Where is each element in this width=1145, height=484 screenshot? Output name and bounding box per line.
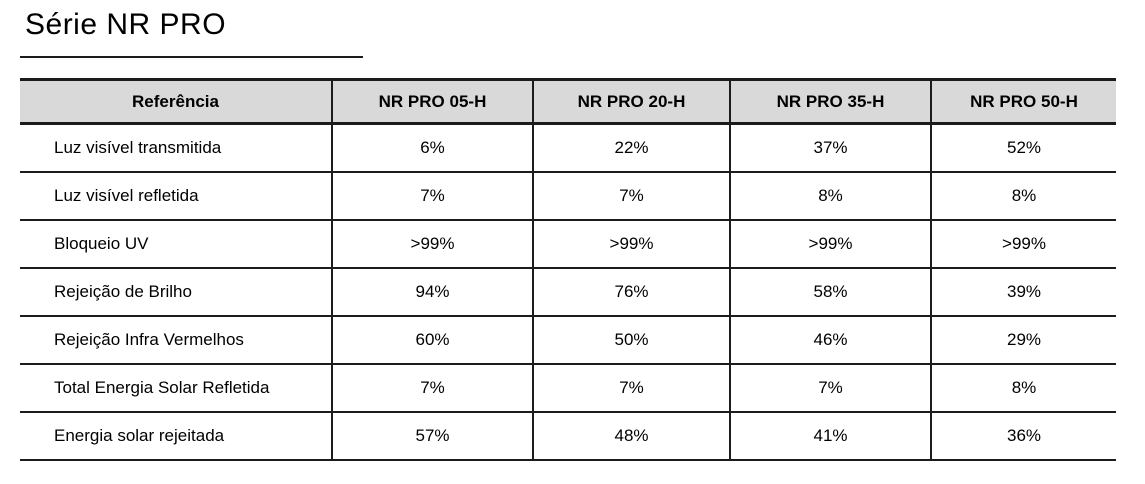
cell-value: 57% [331, 412, 533, 461]
cell-value: 29% [930, 316, 1116, 365]
table-row: Rejeição Infra Vermelhos 60% 50% 46% 29% [20, 316, 1116, 365]
spec-table: Referência NR PRO 05-H NR PRO 20-H NR PR… [20, 78, 1116, 461]
cell-value: 94% [331, 268, 533, 317]
cell-value: 52% [930, 123, 1116, 173]
cell-value: 8% [930, 172, 1116, 221]
cell-value: 36% [930, 412, 1116, 461]
cell-value: >99% [930, 220, 1116, 269]
row-label: Luz visível refletida [20, 172, 332, 221]
cell-value: >99% [532, 220, 730, 269]
row-label: Energia solar rejeitada [20, 412, 332, 461]
table-row: Energia solar rejeitada 57% 48% 41% 36% [20, 412, 1116, 461]
table-row: Luz visível refletida 7% 7% 8% 8% [20, 172, 1116, 221]
table-row: Luz visível transmitida 6% 22% 37% 52% [20, 123, 1116, 173]
column-header-nrpro20h: NR PRO 20-H [532, 78, 730, 125]
cell-value: 60% [331, 316, 533, 365]
cell-value: 8% [729, 172, 931, 221]
cell-value: 37% [729, 123, 931, 173]
column-header-nrpro05h: NR PRO 05-H [331, 78, 533, 125]
cell-value: 7% [532, 364, 730, 413]
row-label: Luz visível transmitida [20, 123, 332, 173]
table-row: Rejeição de Brilho 94% 76% 58% 39% [20, 268, 1116, 317]
table-header-row: Referência NR PRO 05-H NR PRO 20-H NR PR… [20, 78, 1116, 125]
cell-value: >99% [331, 220, 533, 269]
cell-value: 48% [532, 412, 730, 461]
cell-value: 46% [729, 316, 931, 365]
cell-value: 76% [532, 268, 730, 317]
column-header-nrpro35h: NR PRO 35-H [729, 78, 931, 125]
cell-value: 7% [532, 172, 730, 221]
table-row: Bloqueio UV >99% >99% >99% >99% [20, 220, 1116, 269]
title-underline [20, 56, 363, 58]
cell-value: 58% [729, 268, 931, 317]
cell-value: 39% [930, 268, 1116, 317]
row-label: Total Energia Solar Refletida [20, 364, 332, 413]
cell-value: >99% [729, 220, 931, 269]
column-header-referencia: Referência [20, 78, 332, 125]
column-header-nrpro50h: NR PRO 50-H [930, 78, 1116, 125]
table-row: Total Energia Solar Refletida 7% 7% 7% 8… [20, 364, 1116, 413]
row-label: Bloqueio UV [20, 220, 332, 269]
cell-value: 50% [532, 316, 730, 365]
cell-value: 7% [331, 364, 533, 413]
row-label: Rejeição de Brilho [20, 268, 332, 317]
cell-value: 41% [729, 412, 931, 461]
page-title: Série NR PRO [25, 8, 227, 41]
cell-value: 7% [729, 364, 931, 413]
cell-value: 22% [532, 123, 730, 173]
cell-value: 8% [930, 364, 1116, 413]
cell-value: 6% [331, 123, 533, 173]
cell-value: 7% [331, 172, 533, 221]
row-label: Rejeição Infra Vermelhos [20, 316, 332, 365]
